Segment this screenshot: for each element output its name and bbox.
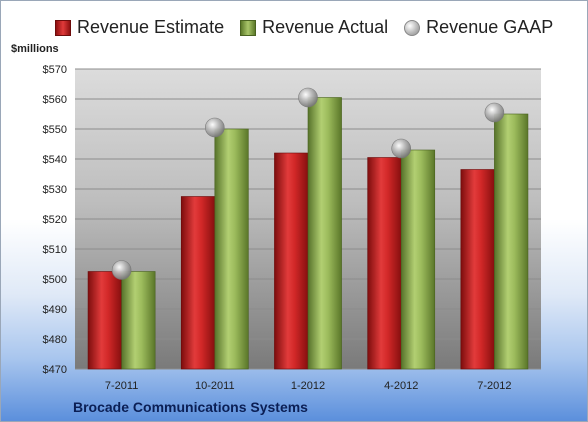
legend-swatch-revenue-gaap <box>404 19 421 36</box>
y-tick-label: $470 <box>43 364 67 376</box>
y-axis-ticks: $470 $480 $490 $500 $510 $520 $530 $540 $550 $560… <box>43 64 67 376</box>
bar-revenue-estimate-10-2011 <box>180 196 216 370</box>
legend-label-revenue-actual: Revenue Actual <box>262 17 389 37</box>
bar-revenue-estimate-1-2012 <box>274 152 309 370</box>
x-tick-label: 10-2011 <box>195 380 235 392</box>
legend-label-revenue-gaap: Revenue GAAP <box>426 17 554 37</box>
bar-revenue-actual-7-2011 <box>121 271 156 370</box>
y-axis-unit-label: $millions <box>11 43 59 55</box>
gaap-markers <box>111 87 505 280</box>
bar-revenue-estimate-7-2011 <box>87 271 122 370</box>
marker-revenue-gaap-10-2011 <box>205 117 225 138</box>
marker-revenue-gaap-4-2012 <box>391 138 412 159</box>
marker-revenue-gaap-1-2012 <box>298 87 318 108</box>
marker-revenue-gaap-7-2011 <box>111 260 132 280</box>
y-tick-label: $480 <box>43 334 67 346</box>
bar-revenue-actual-10-2011 <box>214 128 249 370</box>
bar-revenue-actual-7-2012 <box>494 113 529 370</box>
y-tick-label: $500 <box>43 274 67 286</box>
x-tick-label: 7-2011 <box>105 380 138 392</box>
x-tick-label: 7-2012 <box>477 380 511 392</box>
legend-item-revenue-estimate: Revenue Estimate <box>55 17 224 38</box>
company-name: Brocade Communications Systems <box>73 399 308 415</box>
bar-revenue-actual-4-2012 <box>400 149 436 370</box>
x-tick-label: 4-2012 <box>384 380 418 392</box>
y-tick-label: $550 <box>43 124 67 136</box>
y-tick-label: $570 <box>43 64 67 76</box>
bars <box>87 97 529 370</box>
legend-swatch-revenue-estimate <box>55 19 71 36</box>
bar-revenue-estimate-4-2012 <box>367 157 402 370</box>
bar-revenue-estimate-7-2012 <box>460 169 495 370</box>
y-tick-label: $520 <box>43 214 67 226</box>
marker-revenue-gaap-7-2012 <box>484 102 505 123</box>
y-tick-label: $540 <box>43 154 67 166</box>
legend-label-revenue-estimate: Revenue Estimate <box>77 17 225 37</box>
x-axis-ticks: 7-2011 10-2011 1-2012 4-2012 7-2012 <box>105 380 512 392</box>
y-tick-label: $510 <box>43 244 67 256</box>
bar-revenue-actual-1-2012 <box>307 97 342 370</box>
y-tick-label: $560 <box>43 94 67 106</box>
x-tick-label: 1-2012 <box>291 380 325 392</box>
legend-swatch-revenue-actual <box>240 19 257 36</box>
legend-item-revenue-gaap: Revenue GAAP <box>404 17 553 38</box>
legend: Revenue Estimate Revenue Actual Revenue … <box>55 17 569 38</box>
legend-item-revenue-actual: Revenue Actual <box>240 17 388 38</box>
y-tick-label: $490 <box>43 304 67 316</box>
y-tick-label: $530 <box>43 184 67 196</box>
